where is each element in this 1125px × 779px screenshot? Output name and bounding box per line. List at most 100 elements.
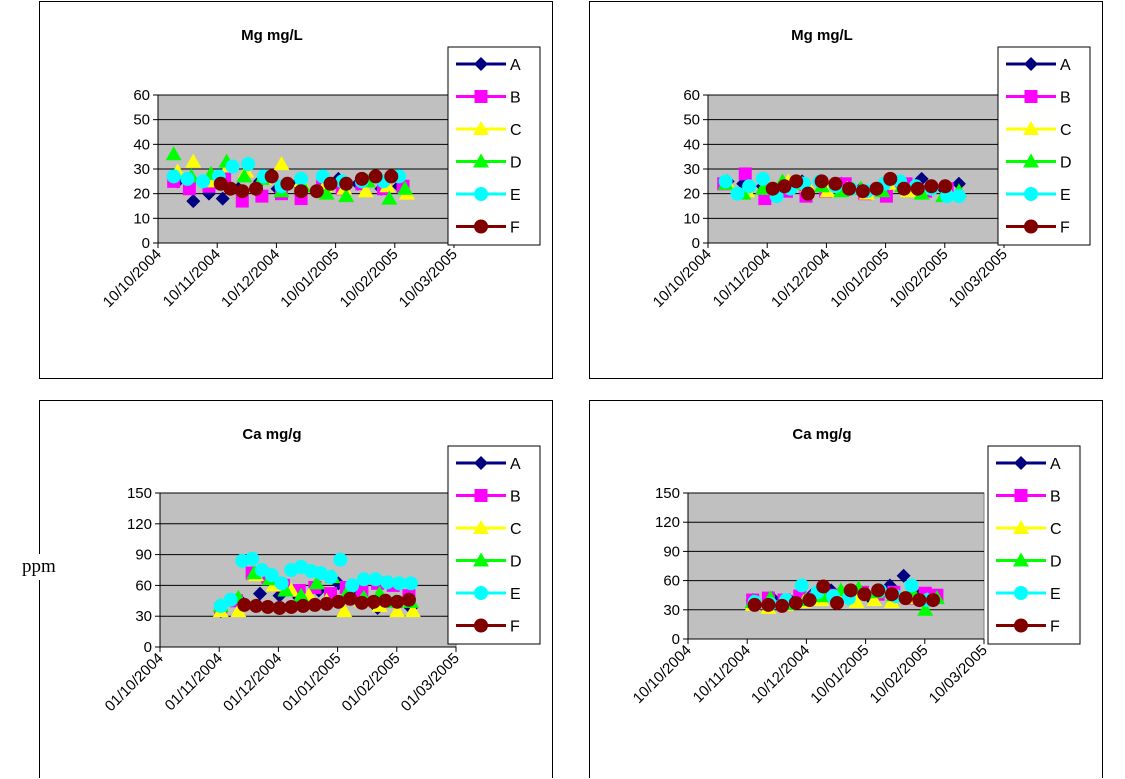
data-point — [235, 194, 249, 208]
y-tick-label: 10 — [133, 210, 150, 227]
ca-chart-right-panel: Ca mg/g 0 30 60 90 120 150 10/10/2004 10/11/2004… — [589, 400, 1103, 778]
data-point — [904, 578, 919, 593]
data-point — [308, 575, 325, 590]
data-point — [294, 184, 309, 199]
data-point — [758, 192, 772, 206]
data-point — [237, 597, 252, 612]
data-point — [223, 592, 238, 607]
data-point — [357, 183, 374, 198]
x-tick-label: 10/11/2004 — [710, 246, 774, 310]
legend-label: B — [510, 90, 521, 107]
data-point — [296, 598, 311, 613]
legend-marker — [473, 520, 489, 534]
legend-label: F — [1060, 220, 1070, 237]
unit-label: ppm — [22, 554, 56, 580]
y-tick-label: 30 — [683, 161, 700, 178]
chart-title: Mg mg/L — [241, 27, 303, 44]
legend-label: A — [1050, 456, 1061, 473]
legend-marker — [1013, 520, 1029, 534]
data-point — [273, 156, 290, 171]
x-tick-label: 01/11/2004 — [162, 650, 226, 714]
legend-label: B — [1060, 90, 1071, 107]
legend-label: A — [510, 456, 521, 473]
data-point — [910, 181, 925, 196]
data-point — [788, 595, 803, 610]
data-point — [403, 576, 418, 591]
y-tick-label: 40 — [133, 136, 150, 153]
data-point — [235, 184, 250, 199]
data-point — [366, 594, 381, 609]
data-point — [284, 599, 299, 614]
y-tick-label: 20 — [133, 186, 150, 203]
legend-label: F — [1050, 619, 1060, 636]
legend-marker — [1014, 618, 1028, 633]
legend — [987, 445, 1081, 645]
data-point — [186, 194, 201, 209]
data-point — [802, 593, 817, 608]
legend-label: F — [510, 619, 520, 636]
data-point — [738, 167, 752, 181]
data-point — [730, 186, 745, 201]
legend-label: C — [1050, 521, 1062, 538]
data-point — [384, 169, 399, 184]
data-point — [307, 597, 322, 612]
x-tick-label: 10/02/2005 — [867, 642, 932, 707]
y-tick-label: 50 — [683, 112, 700, 129]
data-point — [761, 597, 776, 612]
data-point — [869, 181, 884, 196]
data-point — [390, 594, 405, 609]
data-point — [871, 583, 886, 598]
data-point — [396, 180, 413, 195]
legend-label: E — [510, 586, 521, 603]
legend-marker — [1024, 90, 1038, 103]
legend-label: D — [1050, 554, 1062, 571]
mg-chart-left: Mg mg/L 0 10 20 30 40 50 60 10/10/200410/11/2004… — [100, 27, 541, 311]
y-tick-label: 90 — [663, 543, 680, 560]
plot-area — [687, 492, 985, 640]
mg-chart-left-panel: Mg mg/L 0 10 20 30 40 50 60 10/10/2004 10/11/2004… — [39, 1, 553, 379]
data-point — [185, 153, 202, 168]
data-point — [272, 600, 287, 615]
y-tick-label: 90 — [135, 547, 152, 564]
x-tick-label: 10/01/2005 — [807, 642, 872, 707]
data-point — [249, 598, 264, 613]
chart-title: Ca mg/g — [242, 426, 301, 443]
y-tick-label: 0 — [672, 631, 680, 648]
data-point — [378, 593, 393, 608]
data-point — [245, 551, 260, 566]
data-point — [401, 592, 416, 607]
x-tick-label: 10/10/2004 — [100, 246, 165, 311]
legend-label: A — [510, 57, 521, 74]
legend-label: E — [1050, 586, 1061, 603]
x-tick-label: 10/12/2004 — [768, 246, 833, 311]
data-point — [777, 179, 792, 194]
data-point — [354, 595, 369, 610]
legend-label: C — [510, 122, 522, 139]
legend-label: A — [1060, 57, 1071, 74]
x-tick-label: 01/02/2005 — [339, 650, 404, 715]
data-point — [368, 572, 383, 587]
data-point — [356, 572, 371, 587]
data-point — [866, 592, 883, 607]
ca-chart-left: Ca mg/g 0 30 60 90 120 150 01/10/200401/11/2004… — [102, 426, 541, 715]
data-point — [718, 174, 733, 189]
data-point — [277, 582, 294, 597]
legend-label: B — [510, 489, 521, 506]
data-point — [343, 591, 358, 606]
data-point — [345, 578, 360, 593]
data-point — [938, 179, 953, 194]
x-tick-label: 10/12/2004 — [748, 642, 813, 707]
x-tick-label: 10/12/2004 — [218, 246, 283, 311]
legend-label: C — [510, 521, 522, 538]
data-point — [884, 587, 899, 602]
x-tick-label: 01/01/2005 — [279, 650, 344, 715]
data-point — [392, 576, 407, 591]
data-point — [800, 186, 815, 201]
data-point — [855, 184, 870, 199]
data-point — [742, 179, 757, 194]
legend-label: E — [1060, 187, 1071, 204]
y-tick-label: 120 — [127, 516, 152, 533]
data-point — [747, 597, 762, 612]
y-tick-label: 0 — [144, 639, 152, 656]
y-tick-label: 60 — [135, 577, 152, 594]
